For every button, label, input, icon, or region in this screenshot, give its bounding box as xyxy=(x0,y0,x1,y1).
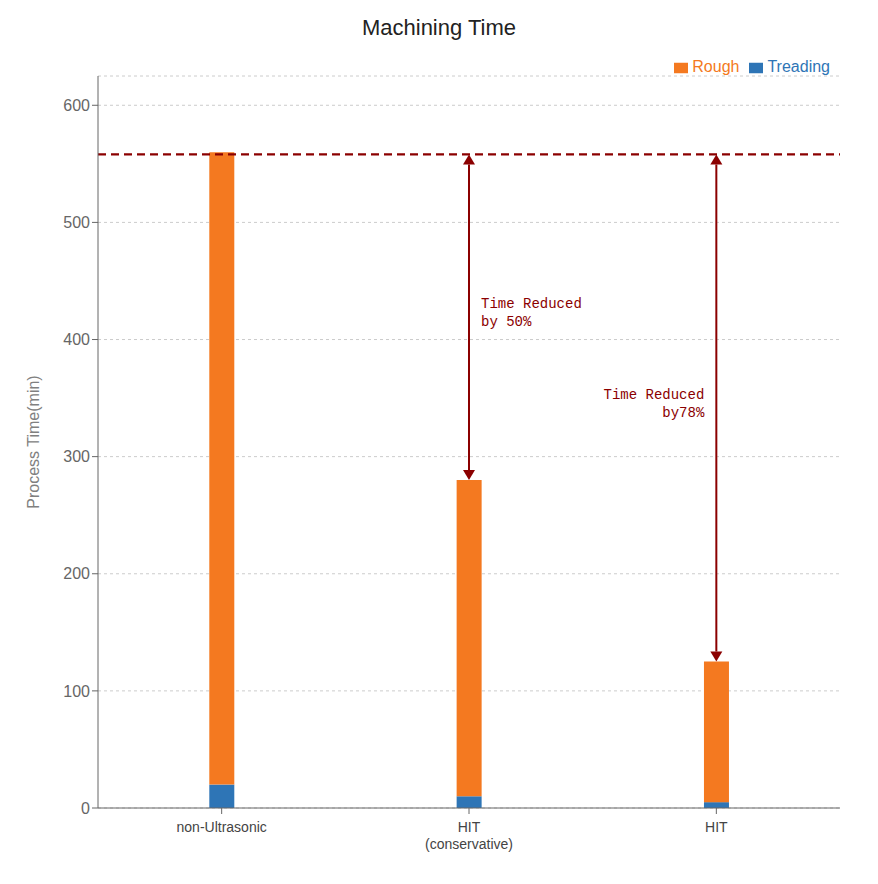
svg-text:600: 600 xyxy=(63,97,90,114)
svg-text:non-Ultrasonic: non-Ultrasonic xyxy=(177,819,267,835)
svg-text:100: 100 xyxy=(63,683,90,700)
svg-text:Time Reducedby 50%: Time Reducedby 50% xyxy=(481,296,582,330)
svg-text:0: 0 xyxy=(81,800,90,817)
svg-text:200: 200 xyxy=(63,565,90,582)
svg-text:HIT: HIT xyxy=(705,819,728,835)
svg-text:Process Time(min): Process Time(min) xyxy=(25,375,42,508)
html-text:Rough: Rough xyxy=(692,58,740,75)
svg-text:Time Reducedby78%: Time Reducedby78% xyxy=(604,387,705,421)
svg-text:500: 500 xyxy=(63,214,90,231)
svg-text:300: 300 xyxy=(63,448,90,465)
svg-text:HIT(conservative): HIT(conservative) xyxy=(425,819,513,852)
svg-text:400: 400 xyxy=(63,331,90,348)
html-text:Treading: Treading xyxy=(767,58,830,75)
html-text:Machining Time: Machining Time xyxy=(362,15,516,40)
